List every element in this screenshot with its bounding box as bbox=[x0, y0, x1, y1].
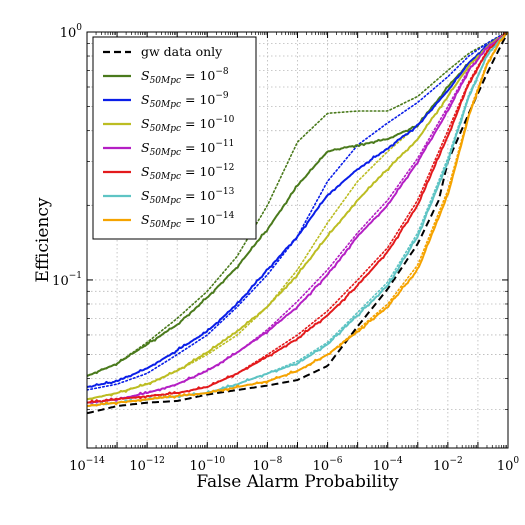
y-tick-label: 10−1 bbox=[52, 271, 82, 289]
legend-label: gw data only bbox=[141, 44, 223, 59]
x-tick-label: 10−2 bbox=[433, 456, 463, 474]
x-tick-label: 10−12 bbox=[129, 456, 165, 474]
legend-label: S50Mpc = 10−14 bbox=[141, 211, 235, 230]
x-axis-label: False Alarm Probability bbox=[196, 472, 399, 492]
series-dotted-line bbox=[87, 32, 508, 404]
x-tick-label: 10−6 bbox=[313, 456, 343, 474]
legend-label: S50Mpc = 10−12 bbox=[141, 163, 234, 182]
legend-box bbox=[92, 36, 257, 240]
legend-label: S50Mpc = 10−13 bbox=[141, 187, 235, 206]
series-line bbox=[87, 32, 508, 404]
series-dotted-line bbox=[87, 32, 508, 377]
x-tick-label: 10−10 bbox=[190, 456, 226, 474]
series-line bbox=[87, 32, 508, 405]
legend-label: S50Mpc = 10−11 bbox=[141, 139, 234, 158]
axis-ticks bbox=[86, 31, 509, 448]
legend-label: S50Mpc = 10−9 bbox=[141, 91, 229, 110]
x-tick-label: 100 bbox=[497, 456, 520, 474]
x-tick-label: 10−8 bbox=[253, 456, 283, 474]
x-tick-label: 10−14 bbox=[69, 456, 105, 474]
y-axis-label: Efficiency bbox=[33, 197, 53, 282]
series-line bbox=[87, 32, 508, 408]
series-lines bbox=[87, 32, 508, 415]
series-line bbox=[87, 32, 508, 415]
legend-label: S50Mpc = 10−10 bbox=[141, 115, 235, 134]
series-dotted-line bbox=[87, 32, 508, 407]
tick-labels: 10−14 10−12 10−10 10−8 10−6 10−4 10−2 100 10−1 10… bbox=[52, 23, 519, 474]
series-line bbox=[87, 32, 508, 401]
x-tick-label: 10−4 bbox=[373, 456, 403, 474]
legend: gw data only S50Mpc = 10−8 S50Mpc = 10−9 S5… bbox=[92, 36, 257, 240]
legend-label: S50Mpc = 10−8 bbox=[141, 67, 229, 86]
series-line bbox=[87, 32, 508, 377]
series-line bbox=[87, 32, 508, 388]
y-tick-label: 100 bbox=[60, 23, 83, 41]
